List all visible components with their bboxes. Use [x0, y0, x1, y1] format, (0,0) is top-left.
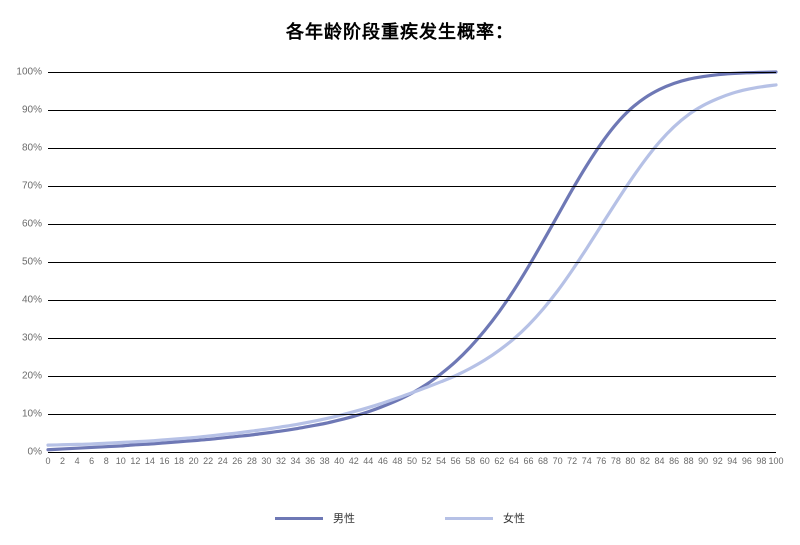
x-tick-label: 32: [276, 452, 286, 466]
x-tick-label: 78: [611, 452, 621, 466]
x-tick-label: 46: [378, 452, 388, 466]
x-tick-label: 86: [669, 452, 679, 466]
x-tick-label: 20: [189, 452, 199, 466]
x-tick-label: 90: [698, 452, 708, 466]
legend-swatch: [275, 517, 323, 520]
x-tick-label: 100: [768, 452, 783, 466]
x-tick-label: 58: [465, 452, 475, 466]
y-tick-label: 90%: [22, 105, 48, 116]
grid-line: [48, 224, 776, 225]
legend-swatch: [445, 517, 493, 520]
grid-line: [48, 376, 776, 377]
x-tick-label: 52: [422, 452, 432, 466]
x-tick-label: 54: [436, 452, 446, 466]
x-tick-label: 8: [104, 452, 109, 466]
legend-item: 男性: [275, 510, 355, 526]
x-tick-label: 16: [159, 452, 169, 466]
grid-line: [48, 110, 776, 111]
x-tick-label: 22: [203, 452, 213, 466]
x-tick-label: 12: [130, 452, 140, 466]
grid-line: [48, 148, 776, 149]
series-line-女性: [48, 85, 776, 445]
x-tick-label: 94: [727, 452, 737, 466]
x-tick-label: 18: [174, 452, 184, 466]
grid-line: [48, 262, 776, 263]
y-tick-label: 30%: [22, 333, 48, 344]
chart-title: 各年龄阶段重疾发生概率：: [0, 18, 800, 44]
y-tick-label: 70%: [22, 181, 48, 192]
x-tick-label: 88: [684, 452, 694, 466]
x-tick-label: 98: [756, 452, 766, 466]
x-tick-label: 96: [742, 452, 752, 466]
x-tick-label: 56: [451, 452, 461, 466]
x-tick-label: 74: [582, 452, 592, 466]
y-tick-label: 50%: [22, 257, 48, 268]
x-tick-label: 44: [363, 452, 373, 466]
x-tick-label: 24: [218, 452, 228, 466]
x-tick-label: 84: [655, 452, 665, 466]
x-tick-label: 0: [45, 452, 50, 466]
x-tick-label: 36: [305, 452, 315, 466]
x-tick-label: 92: [713, 452, 723, 466]
x-tick-label: 68: [538, 452, 548, 466]
grid-line: [48, 338, 776, 339]
y-tick-label: 40%: [22, 295, 48, 306]
y-tick-label: 60%: [22, 219, 48, 230]
grid-line: [48, 414, 776, 415]
x-tick-label: 60: [480, 452, 490, 466]
x-tick-label: 62: [494, 452, 504, 466]
x-tick-label: 70: [553, 452, 563, 466]
x-tick-label: 64: [509, 452, 519, 466]
x-tick-label: 14: [145, 452, 155, 466]
y-tick-label: 20%: [22, 371, 48, 382]
x-tick-label: 42: [349, 452, 359, 466]
chart-container: 各年龄阶段重疾发生概率： 0%10%20%30%40%50%60%70%80%9…: [0, 0, 800, 545]
grid-line: [48, 72, 776, 73]
x-tick-label: 4: [75, 452, 80, 466]
y-tick-label: 80%: [22, 143, 48, 154]
x-tick-label: 80: [625, 452, 635, 466]
legend-label: 男性: [333, 510, 355, 526]
legend: 男性 女性: [0, 510, 800, 526]
x-tick-label: 6: [89, 452, 94, 466]
y-tick-label: 10%: [22, 409, 48, 420]
x-tick-label: 30: [261, 452, 271, 466]
grid-line: [48, 186, 776, 187]
x-tick-label: 10: [116, 452, 126, 466]
plot-area: 0%10%20%30%40%50%60%70%80%90%100%0246810…: [48, 72, 776, 452]
x-tick-label: 66: [523, 452, 533, 466]
x-tick-label: 82: [640, 452, 650, 466]
x-tick-label: 2: [60, 452, 65, 466]
x-tick-label: 38: [320, 452, 330, 466]
x-tick-label: 48: [392, 452, 402, 466]
x-tick-label: 50: [407, 452, 417, 466]
x-tick-label: 40: [334, 452, 344, 466]
legend-item: 女性: [445, 510, 525, 526]
x-tick-label: 34: [291, 452, 301, 466]
x-tick-label: 72: [567, 452, 577, 466]
grid-line: [48, 300, 776, 301]
x-tick-label: 26: [232, 452, 242, 466]
x-tick-label: 76: [596, 452, 606, 466]
x-tick-label: 28: [247, 452, 257, 466]
legend-label: 女性: [503, 510, 525, 526]
y-tick-label: 100%: [16, 67, 48, 78]
